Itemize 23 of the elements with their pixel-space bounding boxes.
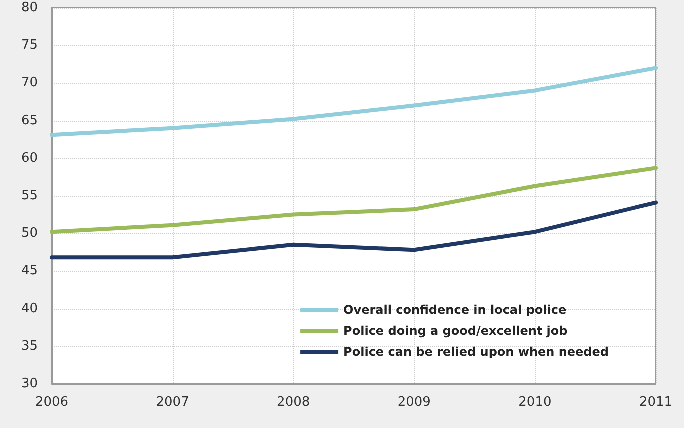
y-tick-label: 35 [21, 338, 38, 354]
y-tick-label: 50 [21, 226, 38, 242]
x-tick-label: 2010 [518, 395, 552, 410]
y-tick-label: 70 [21, 76, 38, 91]
y-tick-label: 30 [21, 376, 38, 392]
y-tick-label: 65 [21, 113, 38, 128]
y-tick-label: 60 [21, 150, 38, 166]
y-tick-label: 45 [21, 264, 38, 279]
legend-label: Police doing a good/excellent job [344, 324, 568, 338]
y-tick-label: 75 [21, 38, 38, 54]
line-series [50, 166, 658, 234]
line-series [50, 66, 658, 138]
y-tick-label: 80 [21, 0, 38, 16]
legend-label: Overall confidence in local police [344, 303, 567, 317]
x-tick-label: 2007 [156, 395, 190, 410]
line-series [50, 200, 658, 260]
legend-label: Police can be relied upon when needed [344, 345, 610, 359]
x-tick-label: 2006 [35, 395, 69, 410]
x-tick-label: 2009 [398, 395, 431, 410]
x-tick-label: 2011 [639, 395, 673, 410]
y-tick-label: 40 [21, 301, 38, 316]
x-tick-label: 2008 [277, 395, 310, 410]
y-tick-label: 55 [21, 188, 38, 204]
